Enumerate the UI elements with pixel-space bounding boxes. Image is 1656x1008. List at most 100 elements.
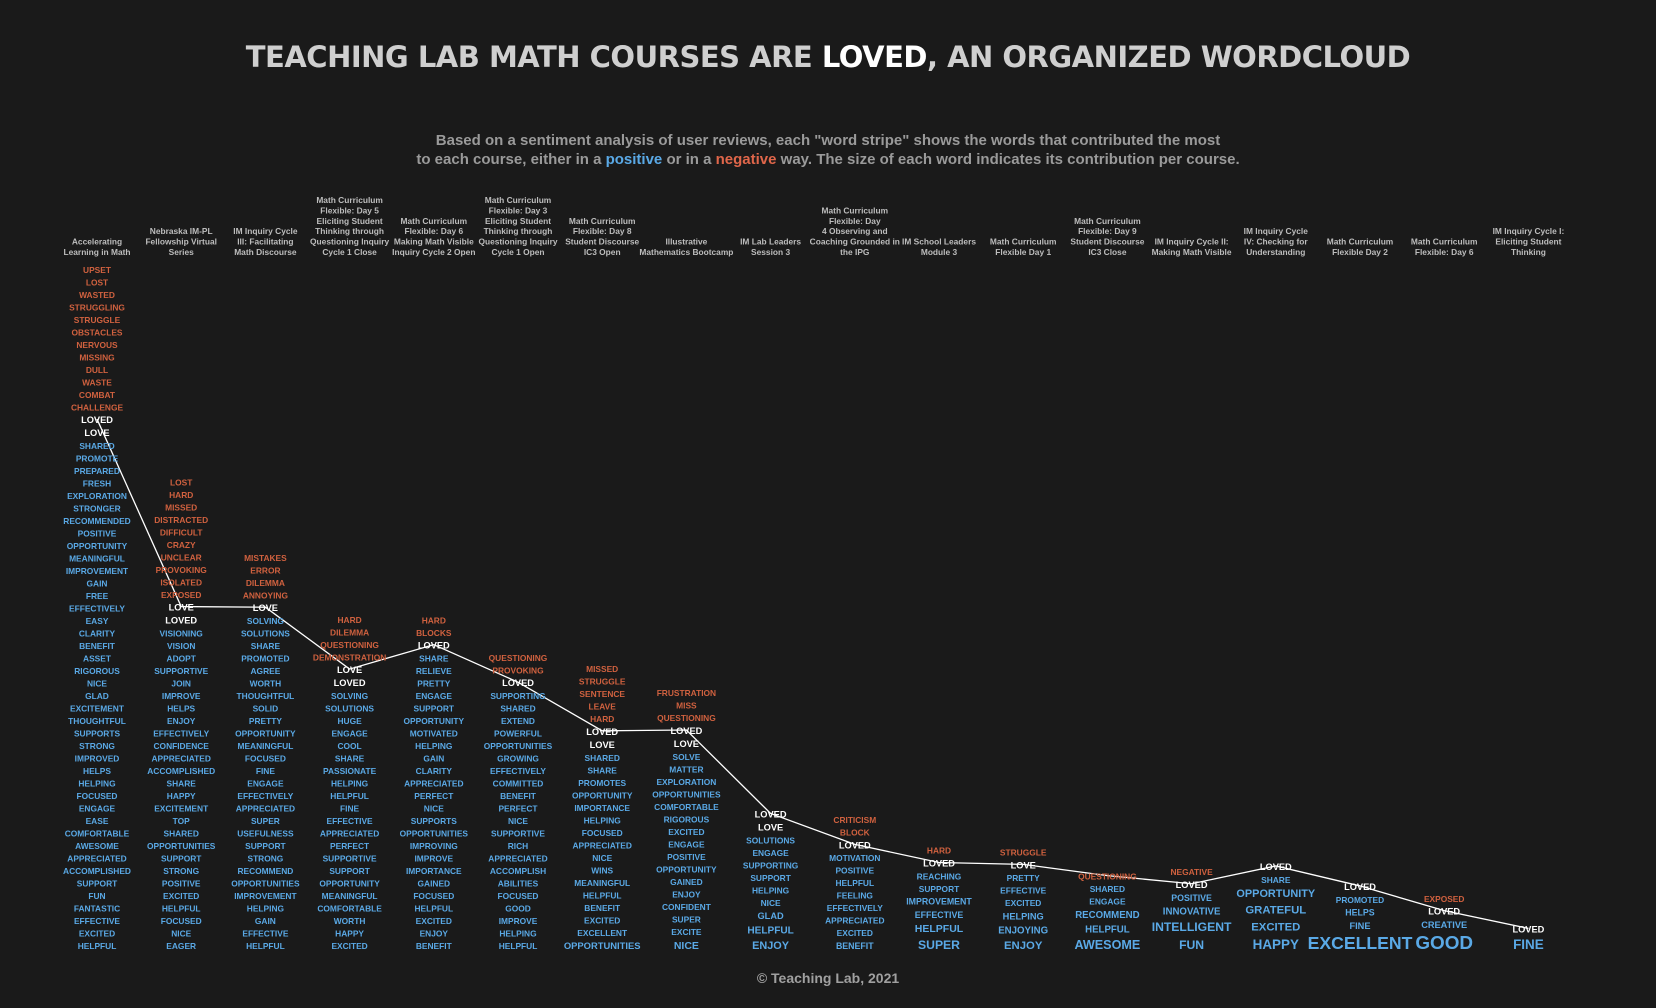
positive-word: ENGAGE [79, 804, 116, 814]
anchor-word: LOVED [923, 859, 955, 869]
positive-word: REACHING [917, 871, 962, 881]
course-header-line: Series [169, 247, 194, 257]
positive-word: SUPPORT [245, 841, 286, 851]
positive-word: SHARE [335, 754, 365, 764]
positive-word: EXPLORATION [67, 491, 127, 501]
anchor-word: LOVED [502, 678, 534, 688]
course-header-line: Student Discourse [565, 237, 639, 247]
positive-word: USEFULNESS [237, 829, 294, 839]
course-header-line: 4 Observing and [822, 226, 888, 236]
course-header-line: Mathematics Bootcamp [639, 247, 733, 257]
positive-word: EXCITED [79, 929, 115, 939]
positive-word: ENJOYING [998, 925, 1048, 936]
positive-word: IMPROVEMENT [66, 566, 129, 576]
course-header-line: IM Inquiry Cycle I: [1493, 226, 1565, 236]
positive-word: OPPORTUNITIES [652, 789, 721, 799]
positive-word: GOOD [1415, 933, 1473, 954]
course-header-line: Module 3 [921, 247, 958, 257]
positive-word: SUPPORTING [490, 691, 545, 701]
positive-word: ADOPT [167, 654, 197, 664]
positive-word: SUPPORTIVE [323, 854, 377, 864]
positive-word: FOCUSED [582, 828, 623, 838]
positive-word: FINE [1513, 937, 1544, 952]
course-header-line: Illustrative [665, 237, 707, 247]
anchor-word: LOVE [758, 823, 783, 833]
positive-word: HELPFUL [78, 941, 117, 951]
positive-word: PREPARED [74, 466, 120, 476]
positive-word: FOCUSED [77, 791, 118, 801]
negative-word: DISTRACTED [154, 515, 208, 525]
course-header-line: Flexible: Day 8 [573, 226, 632, 236]
positive-word: IMPORTANCE [406, 866, 462, 876]
subtitle-line2: to each course, either in a positive or … [0, 150, 1656, 169]
positive-word: IMPROVE [414, 854, 453, 864]
course-header-line: Flexible: Day 6 [1415, 247, 1474, 257]
negative-word: OBSTACLES [71, 327, 122, 337]
positive-word: CONFIDENCE [154, 741, 210, 751]
positive-word: NICE [592, 853, 612, 863]
positive-word: HELPING [415, 741, 452, 751]
positive-word: JOIN [171, 679, 191, 689]
positive-word: CREATIVE [1421, 920, 1467, 930]
positive-word: ENJOY [672, 889, 701, 899]
positive-word: OPPORTUNITY [656, 864, 717, 874]
positive-word: SUPPORTIVE [154, 666, 208, 676]
positive-word: IMPROVING [410, 841, 458, 851]
negative-word: HARD [927, 846, 951, 856]
positive-word: WINS [591, 865, 613, 875]
anchor-word: LOVE [253, 603, 278, 613]
positive-word: FRESH [83, 479, 111, 489]
positive-word: PROMOTE [76, 454, 119, 464]
positive-word: RECOMMENDED [63, 516, 130, 526]
positive-word: EXPLORATION [656, 777, 716, 787]
positive-word: POSITIVE [1171, 893, 1212, 903]
positive-word: OPPORTUNITY [1236, 888, 1315, 900]
positive-word: EASE [86, 816, 109, 826]
anchor-word: LOVED [165, 616, 197, 626]
positive-word: FINE [256, 766, 275, 776]
positive-word: CLARITY [79, 629, 116, 639]
negative-word: DEMONSTRATION [313, 652, 386, 662]
course-header-line: Eliciting Student [1495, 237, 1561, 247]
negative-word: UNCLEAR [161, 552, 202, 562]
positive-word: HELPFUL [162, 904, 201, 914]
positive-word: SOLID [253, 704, 279, 714]
positive-word: COMFORTABLE [654, 802, 719, 812]
positive-word: APPRECIATED [236, 804, 295, 814]
positive-word: STRONG [79, 741, 115, 751]
negative-word: LOST [86, 277, 109, 287]
positive-word: OPPORTUNITY [235, 729, 296, 739]
positive-word: OPPORTUNITY [67, 541, 128, 551]
subtitle-negative-word: negative [715, 151, 777, 168]
positive-word: HELPS [167, 704, 195, 714]
course-header-line: IM School Leaders [902, 237, 976, 247]
positive-word: AWESOME [1075, 938, 1141, 952]
negative-word: DULL [86, 365, 108, 375]
positive-word: GAINED [670, 877, 703, 887]
course-header-line: Making Math Visible [394, 237, 474, 247]
positive-word: BENEFIT [836, 941, 874, 951]
anchor-word: LOVED [670, 726, 702, 736]
positive-word: OPPORTUNITIES [231, 879, 300, 889]
positive-word: APPRECIATED [320, 829, 379, 839]
positive-word: COMMITTED [493, 779, 544, 789]
positive-word: PROMOTES [578, 778, 626, 788]
positive-word: SHARED [1090, 884, 1125, 894]
positive-word: SOLUTIONS [241, 629, 290, 639]
positive-word: PERFECT [330, 841, 370, 851]
positive-word: EXCITED [416, 916, 452, 926]
course-header-line: IC3 Close [1088, 247, 1127, 257]
positive-word: FINE [1349, 921, 1370, 931]
course-header-line: Questioning Inquiry [310, 237, 389, 247]
positive-word: MEANINGFUL [69, 554, 125, 564]
positive-word: APPRECIATED [488, 854, 547, 864]
positive-word: SHARED [164, 829, 199, 839]
positive-word: ENGAGE [247, 779, 284, 789]
course-header-line: Cycle 1 Open [491, 247, 544, 257]
negative-word: DILEMMA [246, 578, 285, 588]
positive-word: GLAD [758, 911, 784, 921]
course-header-line: Accelerating [72, 237, 122, 247]
positive-word: EXCITED [1251, 922, 1300, 934]
positive-word: EXCELLENT [577, 928, 628, 938]
